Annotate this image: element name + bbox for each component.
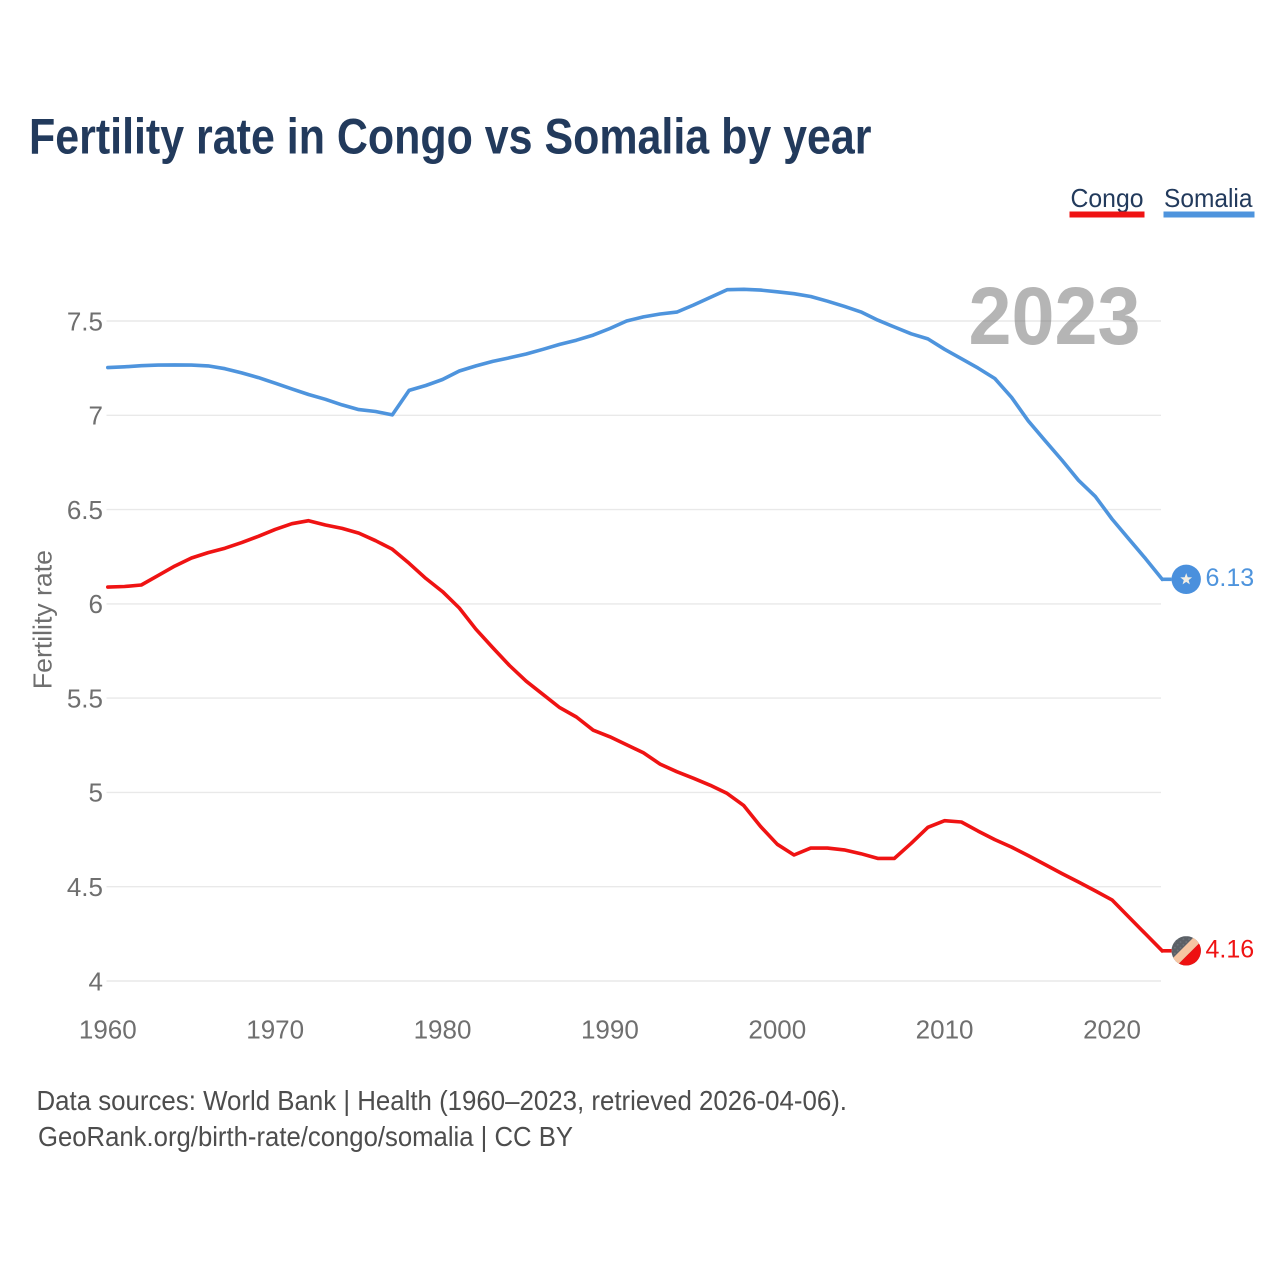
svg-text:Fertility rate: Fertility rate [28, 550, 58, 689]
svg-text:2010: 2010 [916, 1015, 974, 1045]
svg-text:5.5: 5.5 [67, 683, 103, 713]
svg-text:4.16: 4.16 [1206, 936, 1255, 964]
svg-text:7.5: 7.5 [67, 306, 103, 336]
svg-text:Data sources: World Bank | Hea: Data sources: World Bank | Health (1960–… [37, 1085, 848, 1116]
svg-text:Somalia: Somalia [1164, 183, 1253, 213]
svg-text:2000: 2000 [748, 1015, 806, 1045]
svg-text:Fertility rate in Congo vs Som: Fertility rate in Congo vs Somalia by ye… [29, 109, 872, 165]
svg-text:GeoRank.org/birth-rate/congo/s: GeoRank.org/birth-rate/congo/somalia | C… [38, 1121, 573, 1152]
svg-text:1990: 1990 [581, 1015, 639, 1045]
svg-text:6.5: 6.5 [67, 495, 103, 525]
svg-text:4.5: 4.5 [67, 872, 103, 902]
svg-text:2020: 2020 [1083, 1015, 1141, 1045]
svg-text:5: 5 [89, 778, 103, 808]
svg-text:1960: 1960 [79, 1015, 137, 1045]
svg-text:1970: 1970 [246, 1015, 304, 1045]
svg-text:1980: 1980 [414, 1015, 472, 1045]
svg-text:6: 6 [89, 589, 103, 619]
svg-text:7: 7 [89, 401, 103, 431]
svg-text:2023: 2023 [969, 271, 1141, 362]
svg-text:Congo: Congo [1071, 183, 1144, 213]
svg-text:4: 4 [89, 966, 103, 996]
svg-text:6.13: 6.13 [1206, 564, 1255, 592]
